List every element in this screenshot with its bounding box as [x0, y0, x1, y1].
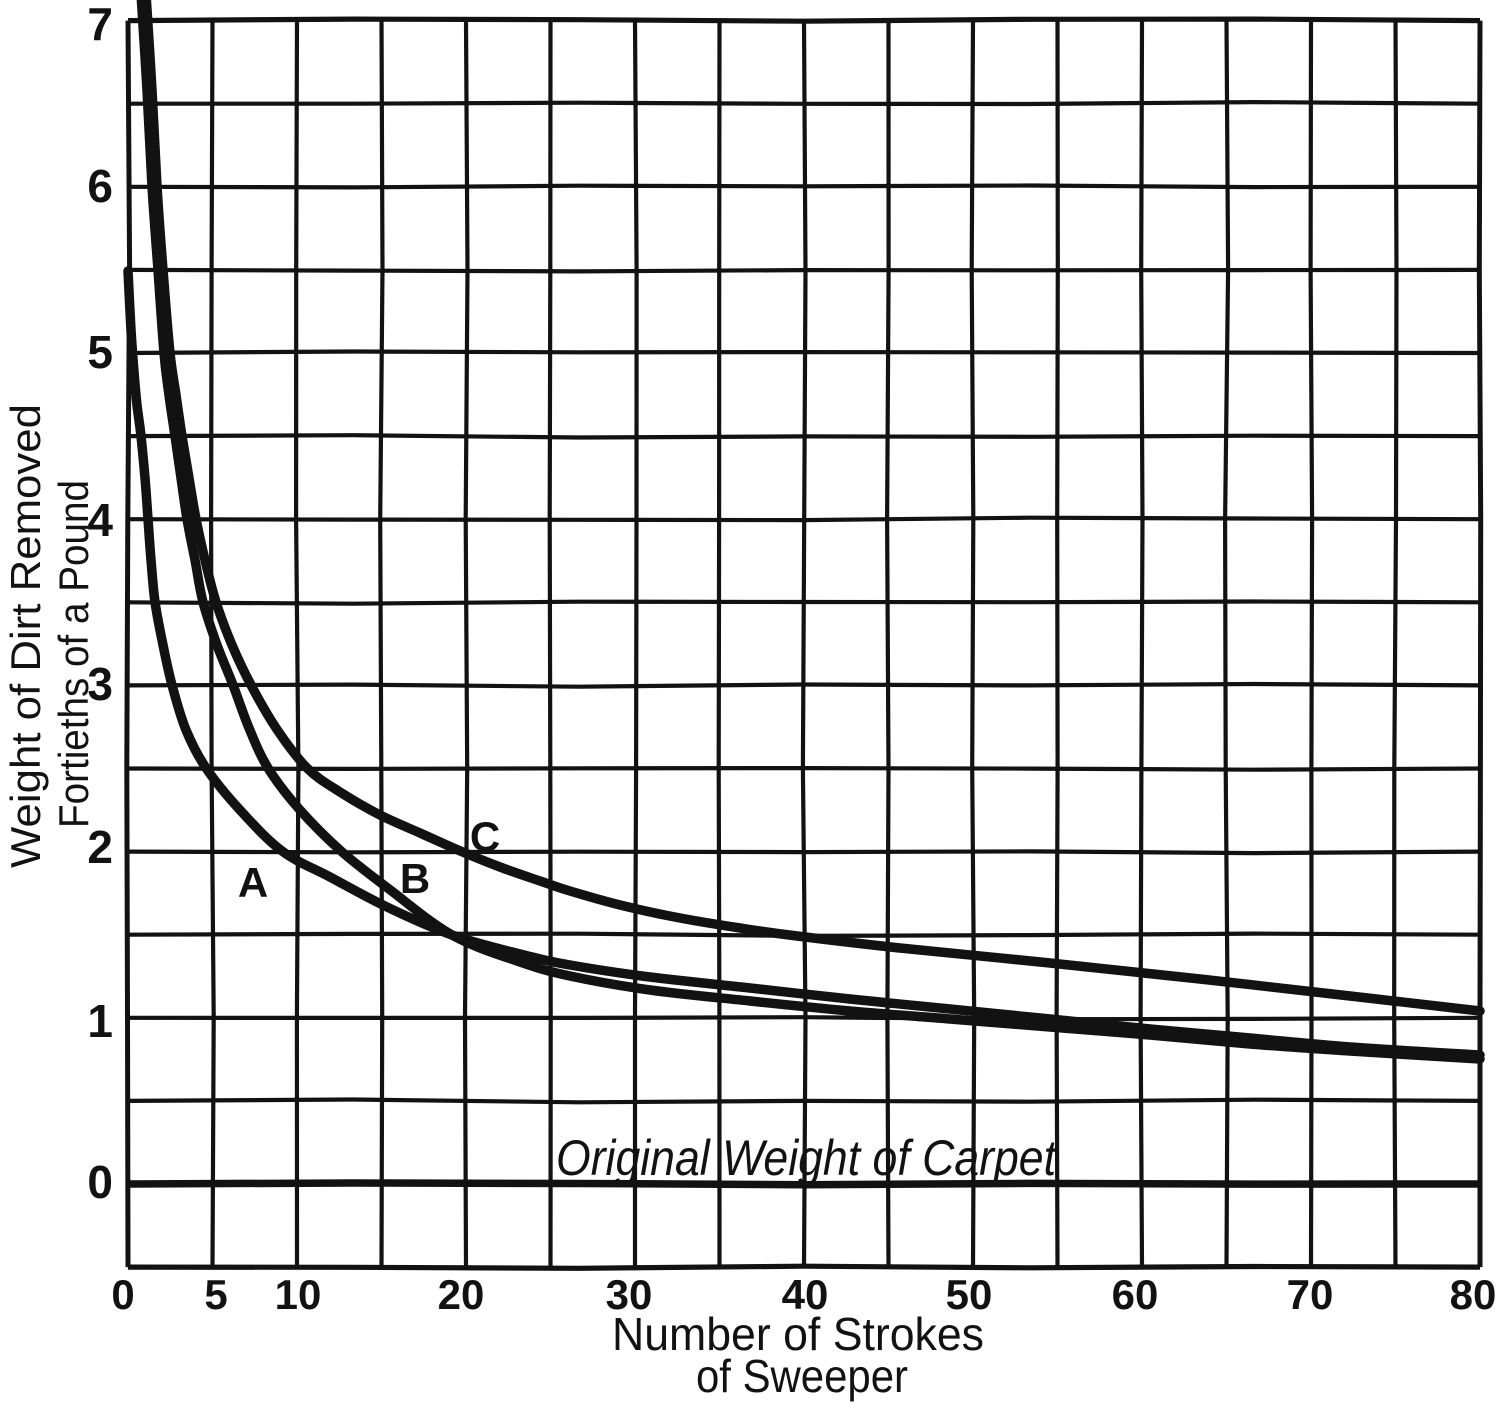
svg-text:C: C — [470, 813, 500, 860]
svg-text:70: 70 — [1287, 1271, 1334, 1318]
svg-text:30: 30 — [606, 1271, 653, 1318]
svg-text:20: 20 — [438, 1271, 485, 1318]
svg-text:6: 6 — [87, 160, 113, 212]
svg-text:Original Weight of Carpet: Original Weight of Carpet — [556, 1130, 1058, 1186]
svg-text:50: 50 — [946, 1271, 993, 1318]
svg-text:40: 40 — [782, 1271, 829, 1318]
svg-text:7: 7 — [87, 0, 113, 50]
svg-text:4: 4 — [87, 494, 113, 546]
svg-text:3: 3 — [87, 658, 113, 710]
svg-text:Number of Strokes: Number of Strokes — [612, 1308, 984, 1360]
svg-text:60: 60 — [1112, 1271, 1159, 1318]
svg-text:0: 0 — [111, 1271, 134, 1318]
svg-text:5: 5 — [87, 326, 113, 378]
svg-text:1: 1 — [87, 995, 113, 1047]
svg-text:A: A — [238, 859, 268, 906]
svg-text:B: B — [400, 855, 430, 902]
svg-text:of Sweeper: of Sweeper — [696, 1350, 908, 1402]
svg-text:0: 0 — [87, 1156, 113, 1208]
svg-text:Weight of Dirt Removed: Weight of Dirt Removed — [2, 404, 49, 868]
svg-text:2: 2 — [87, 821, 113, 873]
svg-text:Fortieths of a Pound: Fortieths of a Pound — [50, 480, 97, 828]
svg-text:10: 10 — [275, 1271, 322, 1318]
svg-text:5: 5 — [204, 1271, 227, 1318]
svg-text:80: 80 — [1450, 1271, 1497, 1318]
